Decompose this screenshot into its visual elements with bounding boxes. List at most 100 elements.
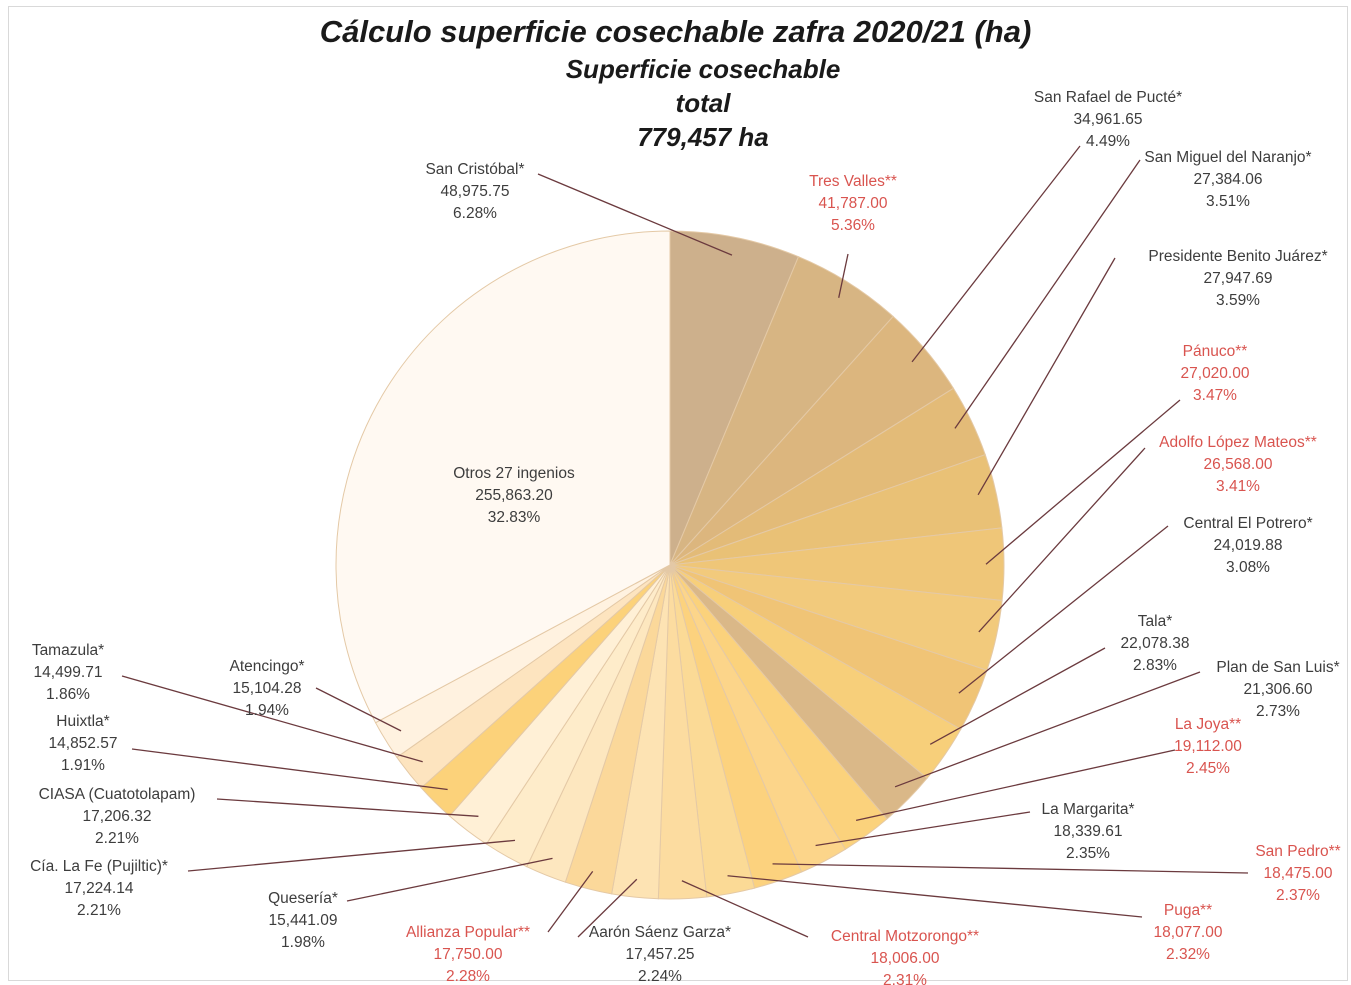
leader-line xyxy=(929,647,1106,745)
slice-name: Allianza Popular** xyxy=(406,924,530,941)
slice-name: Aarón Sáenz Garza* xyxy=(589,924,731,941)
slice-name: Presidente Benito Juárez* xyxy=(1148,248,1327,265)
slice-name: Cía. La Fe (Pujiltic)* xyxy=(30,858,168,875)
slice-label: Central El Potrero* 24,019.88 3.08% xyxy=(1183,515,1312,576)
slice-label: Tala* 22,078.38 2.83% xyxy=(1121,613,1190,674)
slice-label: Atencingo* 15,104.28 1.94% xyxy=(230,658,305,719)
slice-percent: 2.21% xyxy=(95,830,139,847)
slice-percent: 2.21% xyxy=(77,902,121,919)
leader-line xyxy=(537,173,733,256)
slice-name: Adolfo López Mateos** xyxy=(1159,434,1317,451)
slice-percent: 3.41% xyxy=(1216,478,1260,495)
slice-value: 14,499.71 xyxy=(34,664,103,681)
chart-frame xyxy=(8,6,1348,981)
slice-name: La Joya** xyxy=(1175,716,1241,733)
slice-label: San Cristóbal* 48,975.75 6.28% xyxy=(425,161,524,222)
slice-value: 17,457.25 xyxy=(626,946,695,963)
slice-name: Tres Valles** xyxy=(809,173,897,190)
slice-label: Otros 27 ingenios 255,863.20 32.83% xyxy=(453,465,575,526)
leader-line xyxy=(547,871,594,933)
slice-value: 27,947.69 xyxy=(1204,270,1273,287)
slice-label: Presidente Benito Juárez* 27,947.69 3.59% xyxy=(1148,248,1327,309)
slice-percent: 2.45% xyxy=(1186,760,1230,777)
slice-percent: 3.59% xyxy=(1216,292,1260,309)
total-caption-value: 779,457 ha xyxy=(637,122,769,152)
slice-value: 26,568.00 xyxy=(1204,456,1273,473)
slice-name: Otros 27 ingenios xyxy=(453,465,575,482)
slice-value: 21,306.60 xyxy=(1244,681,1313,698)
slice-label: Adolfo López Mateos** 26,568.00 3.41% xyxy=(1159,434,1317,495)
leader-line xyxy=(958,525,1169,694)
slice-value: 15,441.09 xyxy=(269,912,338,929)
slice-name: San Rafael de Pucté* xyxy=(1034,89,1182,106)
leader-line xyxy=(911,145,1081,363)
leader-line xyxy=(577,878,638,938)
slice-value: 22,078.38 xyxy=(1121,635,1190,652)
slice-label: San Pedro** 18,475.00 2.37% xyxy=(1255,843,1340,904)
slice-percent: 1.91% xyxy=(61,757,105,774)
total-caption-line1: Superficie cosechable xyxy=(565,54,841,84)
slice-value: 18,339.61 xyxy=(1054,823,1123,840)
slice-label: CIASA (Cuatotolapam) 17,206.32 2.21% xyxy=(39,786,196,847)
slice-name: Pánuco** xyxy=(1183,343,1248,360)
slice-name: Central Motzorongo** xyxy=(831,928,979,945)
leader-line xyxy=(838,253,849,298)
pie-slice xyxy=(335,230,671,724)
slice-value: 34,961.65 xyxy=(1074,111,1143,128)
slice-label: Huixtla* 14,852.57 1.91% xyxy=(49,713,118,774)
slice-label: Tamazula* 14,499.71 1.86% xyxy=(32,642,104,703)
slice-name: La Margarita* xyxy=(1041,801,1134,818)
slice-percent: 2.28% xyxy=(446,968,490,985)
leader-line xyxy=(315,687,402,732)
leader-line xyxy=(216,798,479,817)
slice-percent: 1.98% xyxy=(281,934,325,951)
slice-labels: San Cristóbal* 48,975.75 6.28% Tres Valles*… xyxy=(30,89,1341,985)
slice-value: 17,206.32 xyxy=(83,808,152,825)
leader-line xyxy=(977,257,1116,496)
slice-name: San Miguel del Naranjo* xyxy=(1144,149,1311,166)
slice-percent: 1.94% xyxy=(245,702,289,719)
slice-percent: 3.47% xyxy=(1193,387,1237,404)
slice-label: La Margarita* 18,339.61 2.35% xyxy=(1041,801,1134,862)
slice-label: Cía. La Fe (Pujiltic)* 17,224.14 2.21% xyxy=(30,858,168,919)
slice-value: 17,750.00 xyxy=(434,946,503,963)
slice-percent: 3.08% xyxy=(1226,559,1270,576)
leader-line xyxy=(815,811,1031,847)
pie-slices xyxy=(335,230,1005,900)
leader-line xyxy=(978,447,1146,633)
slice-value: 14,852.57 xyxy=(49,735,118,752)
slice-percent: 2.37% xyxy=(1276,887,1320,904)
leader-line xyxy=(954,159,1141,429)
slice-percent: 2.35% xyxy=(1066,845,1110,862)
slice-value: 27,384.06 xyxy=(1194,171,1263,188)
slice-value: 15,104.28 xyxy=(233,680,302,697)
slice-value: 48,975.75 xyxy=(441,183,510,200)
slice-label: Aarón Sáenz Garza* 17,457.25 2.24% xyxy=(589,924,731,985)
slice-name: Tala* xyxy=(1138,613,1172,630)
slice-name: San Cristóbal* xyxy=(425,161,524,178)
slice-name: San Pedro** xyxy=(1255,843,1340,860)
slice-percent: 3.51% xyxy=(1206,193,1250,210)
leader-lines xyxy=(121,145,1249,938)
slice-value: 27,020.00 xyxy=(1181,365,1250,382)
leader-line xyxy=(855,749,1176,822)
slice-label: Puga** 18,077.00 2.32% xyxy=(1154,902,1223,963)
leader-line xyxy=(894,671,1201,788)
slice-value: 255,863.20 xyxy=(475,487,553,504)
slice-label: San Miguel del Naranjo* 27,384.06 3.51% xyxy=(1144,149,1311,210)
chart-title: Cálculo superficie cosechable zafra 2020… xyxy=(319,14,1032,49)
slice-value: 18,077.00 xyxy=(1154,924,1223,941)
slice-value: 19,112.00 xyxy=(1174,738,1242,755)
slice-name: Plan de San Luis* xyxy=(1216,659,1339,676)
slice-percent: 4.49% xyxy=(1086,133,1130,150)
total-caption-line2: total xyxy=(675,88,731,118)
slice-percent: 1.86% xyxy=(46,686,90,703)
slice-percent: 2.24% xyxy=(638,968,682,985)
slice-percent: 2.31% xyxy=(883,972,927,985)
slice-percent: 32.83% xyxy=(488,509,541,526)
slice-label: Allianza Popular** 17,750.00 2.28% xyxy=(406,924,530,985)
slice-label: Tres Valles** 41,787.00 5.36% xyxy=(809,173,897,234)
slice-label: Plan de San Luis* 21,306.60 2.73% xyxy=(1216,659,1339,720)
slice-percent: 2.32% xyxy=(1166,946,1210,963)
